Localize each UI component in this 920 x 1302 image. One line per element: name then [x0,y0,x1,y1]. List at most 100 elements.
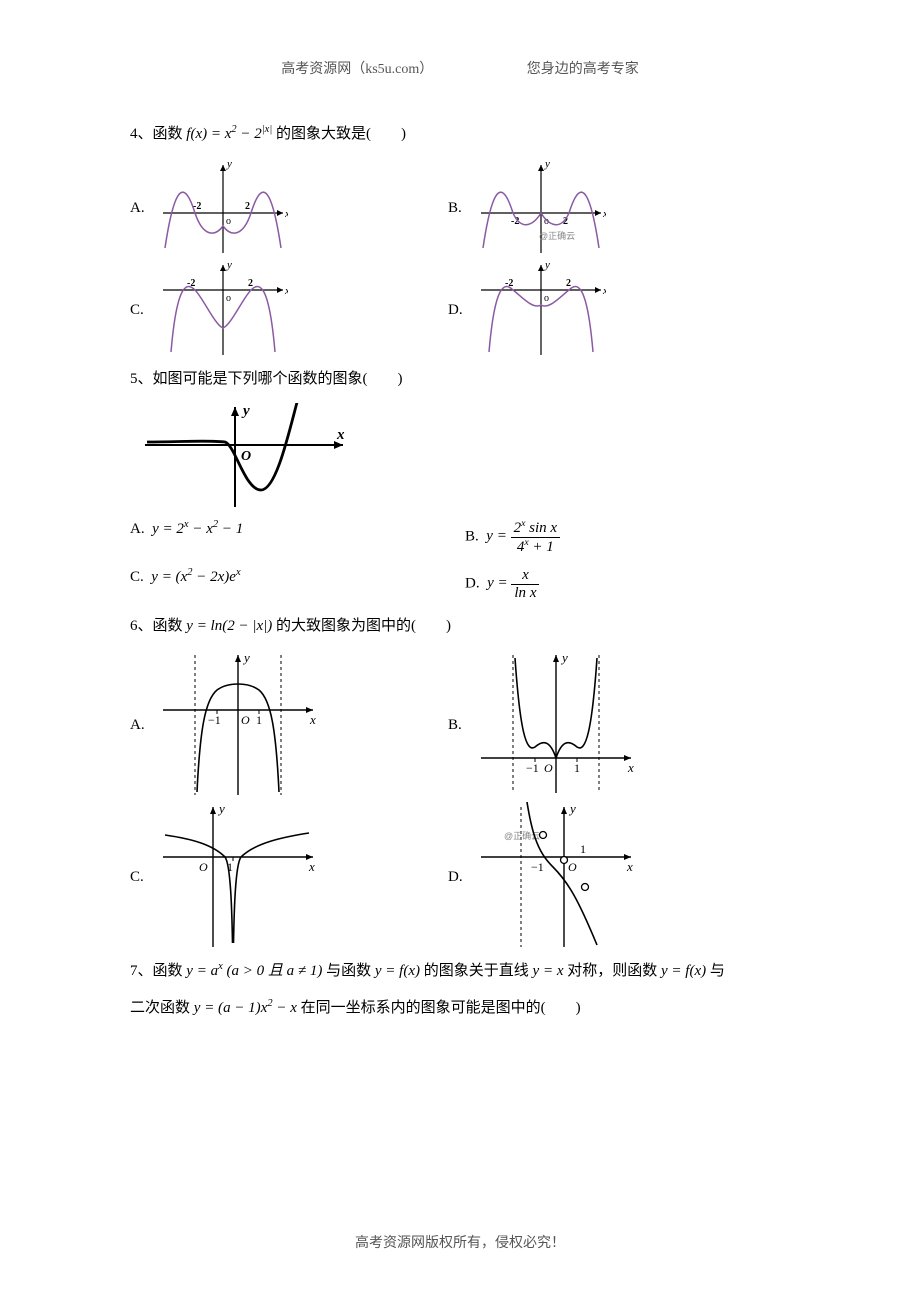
q6-chart-c: x y O 1 [158,802,318,952]
header-left: 高考资源网（ks5u.com） [281,58,433,78]
origin: o [226,293,231,304]
content-area: 4、函数 f(x) = x2 − 2|x| 的图象大致是( ) A. x y -… [130,115,800,1032]
q4-opt-b: B. x y -2 2 o @正确云 [448,158,606,258]
q6-opt-c: C. x y O 1 [130,802,318,952]
q6-label-b: B. [448,717,476,734]
q6-opt-d: D. x y −1 1 O @正确云 [448,802,636,952]
q6-label-a: A. [130,717,158,734]
q7-g: 对称，则函数 [567,963,661,979]
origin: o [544,293,549,304]
q4-opt-a: A. x y -2 2 o [130,158,288,258]
q6-opt-b: B. x y −1 1 O [448,650,636,800]
axis-y: y [568,802,576,816]
q7-f1: y = ax (a > 0 且 a ≠ 1) [186,963,322,979]
q6-opt-a: A. x y −1 1 O [130,650,318,800]
q6-row1: A. x y −1 1 O B. [130,650,800,800]
q7-f4: y = f(x) [661,963,706,979]
q5-formula-c: y = (x2 − 2x)ex [151,569,240,585]
tick-p2: 2 [248,278,253,289]
q5-opt-a: A. y = 2x − x2 − 1 [130,513,465,561]
q5-label-b: B. [465,528,479,544]
q4-chart-c: x y -2 2 o [158,260,288,360]
tick-m1: −1 [531,860,544,874]
q4-chart-b: x y -2 2 o @正确云 [476,158,606,258]
axis-x: x [602,285,606,297]
q4-label-b: B. [448,200,476,217]
q6-chart-b: x y −1 1 O [476,650,636,800]
q4-chart-a: x y -2 2 o [158,158,288,258]
q7-a: 7、函数 [130,963,186,979]
q5-label-d: D. [465,575,480,591]
q5-text: 5、如图可能是下列哪个函数的图象( ) [130,366,800,393]
q7-2c: 在同一坐标系内的图象可能是图中的( ) [301,1000,581,1016]
tick-p1: 1 [580,842,586,856]
q7-line2: 二次函数 y = (a − 1)x2 − x 在同一坐标系内的图象可能是图中的(… [130,995,800,1022]
watermark: @正确云 [539,230,575,241]
axis-x: x [627,760,634,775]
q5-formula-b: y = 2x sin x4x + 1 [486,528,560,544]
q6-label-c: C. [130,869,158,886]
q7-line1: 7、函数 y = ax (a > 0 且 a ≠ 1) 与函数 y = f(x)… [130,958,800,985]
q7-e: 的图象关于直线 [424,963,533,979]
axis-y: y [544,260,550,271]
q5-options: A. y = 2x − x2 − 1 B. y = 2x sin x4x + 1… [130,513,800,607]
tick-m1: −1 [208,713,221,727]
q6-post: 的大致图象为图中的( ) [276,618,451,634]
q5-formula-d: y = xln x [487,575,539,591]
q6-label-d: D. [448,869,476,886]
axis-x: x [284,285,288,297]
origin: O [199,860,208,874]
q6-chart-a: x y −1 1 O [158,650,318,800]
tick-m1: −1 [526,761,539,775]
q4-row1: A. x y -2 2 o B. x [130,158,800,258]
q4-chart-d: x y -2 2 o [476,260,606,360]
q5-opt-c: C. y = (x2 − 2x)ex [130,561,465,607]
origin: O [241,713,250,727]
q4-opt-d: D. x y -2 2 o [448,260,606,360]
axis-x: x [309,712,316,727]
q4-row2: C. x y -2 2 o D. x [130,260,800,360]
q6-row2: C. x y O 1 D. [130,802,800,952]
axis-x: x [626,859,633,874]
q5-opt-d: D. y = xln x [465,561,800,607]
q5-chart: x y O [140,403,350,513]
page-header: 高考资源网（ks5u.com） 您身边的高考专家 [0,58,920,78]
q5-label-c: C. [130,569,144,585]
axis-y: y [560,650,568,665]
q7-2a: 二次函数 [130,1000,194,1016]
axis-y: y [544,158,550,170]
origin: o [226,216,231,227]
axis-y: y [241,403,250,419]
q4-text: 4、函数 f(x) = x2 − 2|x| 的图象大致是( ) [130,121,800,148]
q7-c: 与函数 [326,963,375,979]
q7-f3: y = x [533,963,564,979]
axis-y: y [217,802,225,816]
tick-p1: 1 [256,713,262,727]
axis-x: x [602,208,606,220]
origin: O [568,860,577,874]
q4-pre: 4、函数 [130,126,186,142]
q4-post: 的图象大致是( ) [276,126,406,142]
axis-y: y [226,260,232,271]
q6-text: 6、函数 y = ln(2 − |x|) 的大致图象为图中的( ) [130,613,800,640]
tick-p1: 1 [574,761,580,775]
q6-chart-d: x y −1 1 O @正确云 [476,802,636,952]
q4-label-a: A. [130,200,158,217]
axis-x: x [284,208,288,220]
axis-y: y [226,158,232,170]
header-right: 您身边的高考专家 [527,58,639,78]
axis-x: x [336,427,345,443]
q7-f2: y = f(x) [375,963,420,979]
page-footer: 高考资源网版权所有，侵权必究！ [0,1232,920,1252]
tick-p2: 2 [245,201,250,212]
origin: O [241,449,251,464]
q6-formula: y = ln(2 − |x|) [186,618,272,634]
q7-i: 与 [710,963,725,979]
q4-label-d: D. [448,302,476,319]
tick-p2: 2 [566,278,571,289]
axis-x: x [308,859,315,874]
axis-y: y [242,650,250,665]
origin: O [544,761,553,775]
q4-label-c: C. [130,302,158,319]
q4-opt-c: C. x y -2 2 o [130,260,288,360]
